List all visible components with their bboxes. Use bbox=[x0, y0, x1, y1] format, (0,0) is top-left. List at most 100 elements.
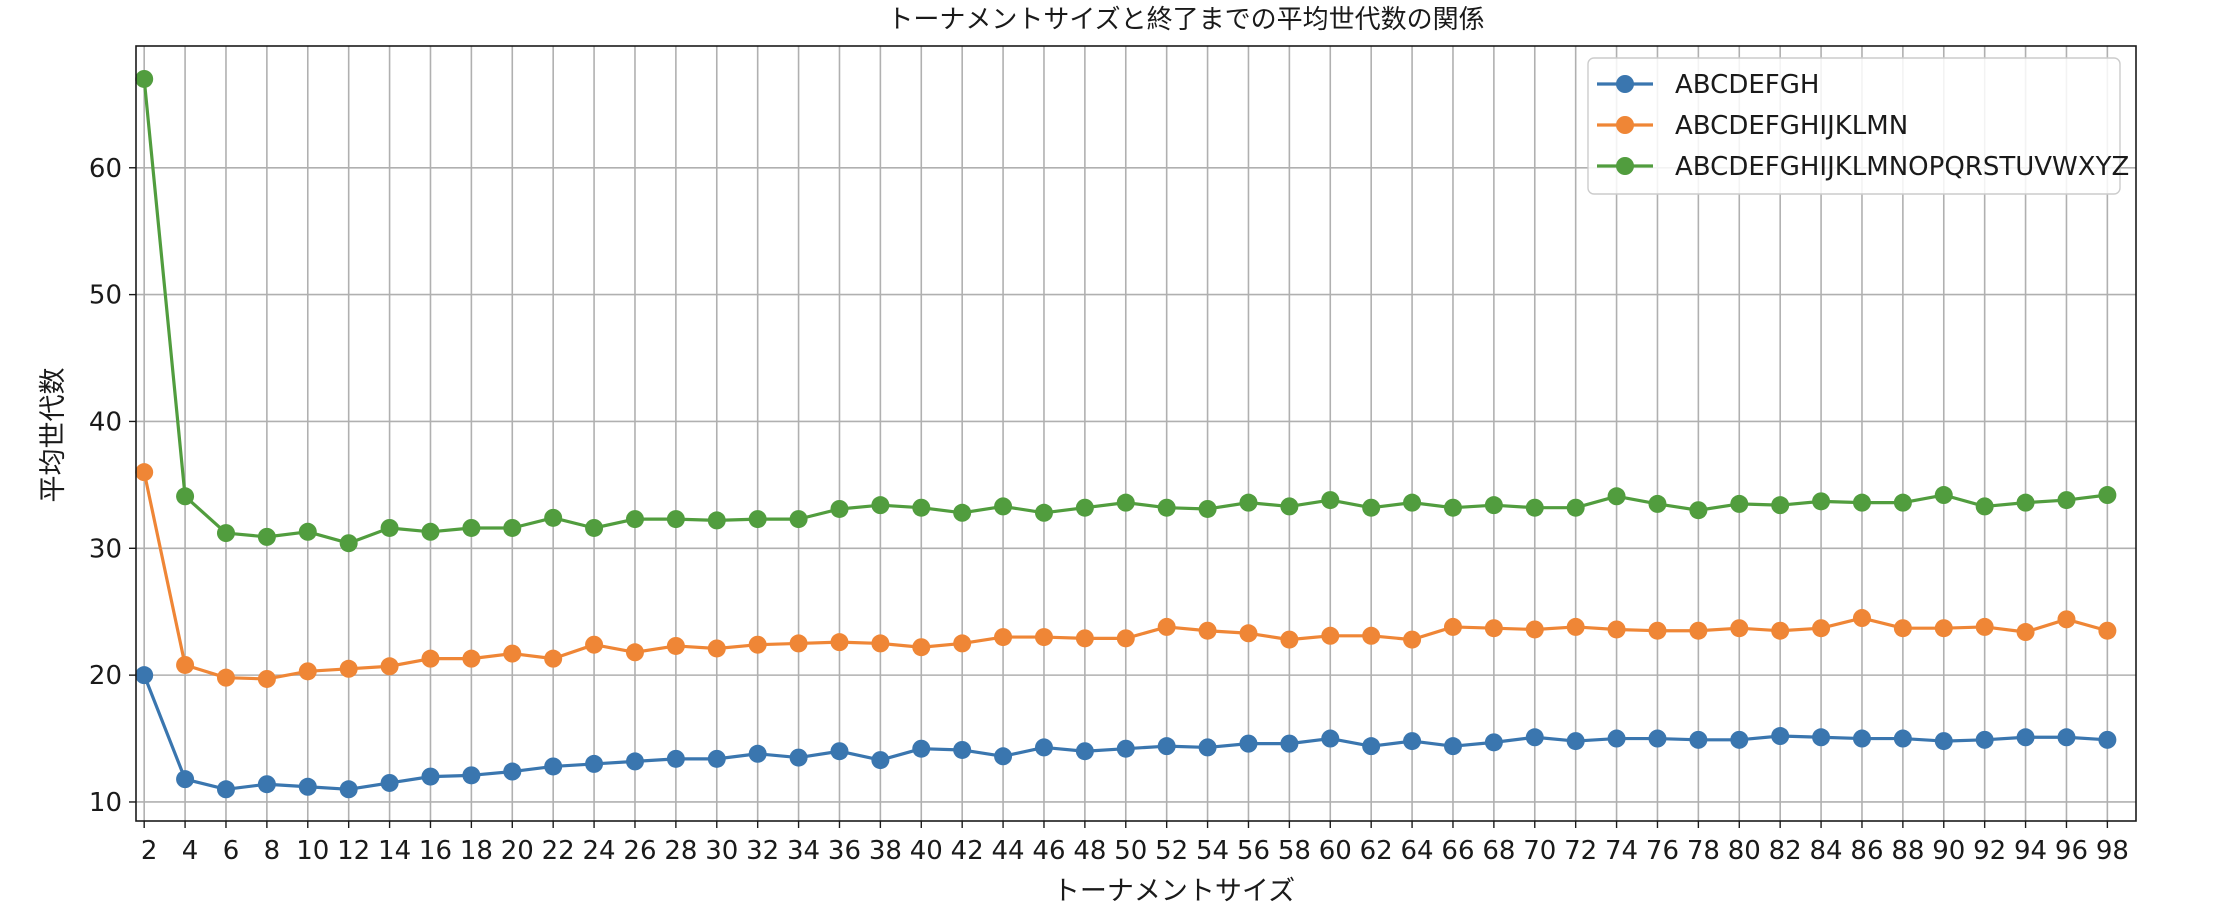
data-point bbox=[1566, 498, 1585, 517]
x-tick-label: 88 bbox=[1891, 836, 1924, 866]
data-point bbox=[1198, 621, 1217, 640]
data-point bbox=[1812, 619, 1831, 638]
data-point bbox=[625, 510, 644, 529]
data-point bbox=[1852, 493, 1871, 512]
x-tick-label: 12 bbox=[337, 836, 370, 866]
data-point bbox=[585, 518, 604, 537]
data-point bbox=[298, 777, 317, 796]
x-tick-label: 68 bbox=[1482, 836, 1515, 866]
x-tick-label: 66 bbox=[1441, 836, 1474, 866]
series-group bbox=[135, 69, 2117, 799]
data-point bbox=[216, 668, 235, 687]
legend: ABCDEFGH ABCDEFGHIJKLMN ABCDEFGHIJKLMNOPQR… bbox=[1587, 57, 2129, 195]
y-axis-label: 平均世代数 bbox=[38, 368, 69, 503]
data-point bbox=[1484, 496, 1503, 515]
data-point bbox=[1648, 621, 1667, 640]
data-point bbox=[2057, 491, 2076, 510]
data-point bbox=[339, 534, 358, 553]
data-point bbox=[2016, 728, 2035, 747]
data-point bbox=[666, 510, 685, 529]
data-point bbox=[216, 524, 235, 543]
data-point bbox=[298, 522, 317, 541]
data-point bbox=[871, 751, 890, 770]
chart-title: トーナメントサイズと終了までの平均世代数の関係 bbox=[887, 5, 1484, 35]
data-point bbox=[2098, 486, 2117, 505]
data-point bbox=[1239, 624, 1258, 643]
data-point bbox=[2098, 621, 2117, 640]
data-point bbox=[1689, 501, 1708, 520]
data-point bbox=[789, 510, 808, 529]
data-point bbox=[544, 508, 563, 527]
data-point bbox=[1975, 730, 1994, 749]
data-point bbox=[1566, 732, 1585, 751]
data-point bbox=[1321, 491, 1340, 510]
data-point bbox=[2098, 730, 2117, 749]
x-tick-label: 32 bbox=[746, 836, 779, 866]
x-tick-label: 96 bbox=[2055, 836, 2088, 866]
data-point bbox=[176, 655, 195, 674]
data-point bbox=[1852, 729, 1871, 748]
x-tick-label: 46 bbox=[1032, 836, 1065, 866]
x-axis-label: トーナメントサイズ bbox=[1053, 876, 1295, 907]
data-point bbox=[1034, 628, 1053, 647]
data-point bbox=[1484, 619, 1503, 638]
x-tick-label: 4 bbox=[182, 836, 199, 866]
data-point bbox=[666, 749, 685, 768]
x-tick-label: 58 bbox=[1278, 836, 1311, 866]
data-point bbox=[1034, 503, 1053, 522]
data-point bbox=[1648, 494, 1667, 513]
data-point bbox=[257, 775, 276, 794]
x-tick-label: 2 bbox=[141, 836, 158, 866]
y-tick-label: 10 bbox=[89, 788, 122, 818]
data-point bbox=[257, 527, 276, 546]
data-point bbox=[666, 636, 685, 655]
y-tick-label: 60 bbox=[89, 154, 122, 184]
x-tick-label: 54 bbox=[1196, 836, 1229, 866]
data-point bbox=[1075, 498, 1094, 517]
data-point bbox=[1321, 626, 1340, 645]
data-point bbox=[1157, 617, 1176, 636]
data-point bbox=[1157, 498, 1176, 517]
data-point bbox=[1812, 728, 1831, 747]
x-tick-label: 78 bbox=[1687, 836, 1720, 866]
data-point bbox=[1484, 733, 1503, 752]
grid-lines bbox=[136, 46, 2136, 821]
data-point bbox=[1321, 729, 1340, 748]
x-tick-label: 42 bbox=[951, 836, 984, 866]
data-point bbox=[707, 749, 726, 768]
y-tick-label: 30 bbox=[89, 534, 122, 564]
data-point bbox=[1280, 734, 1299, 753]
data-point bbox=[380, 657, 399, 676]
data-point bbox=[1443, 617, 1462, 636]
data-point bbox=[748, 744, 767, 763]
data-point bbox=[707, 639, 726, 658]
data-point bbox=[1852, 609, 1871, 628]
axis-ticks: 2 4 6 8 10 12 14 16 18 20 22 24 26 28 30 32 34 36 38 40 42 44… bbox=[89, 154, 2129, 866]
data-point bbox=[912, 498, 931, 517]
data-point bbox=[1362, 626, 1381, 645]
series-3 bbox=[135, 69, 2117, 553]
legend-marker bbox=[1616, 116, 1634, 134]
x-tick-label: 10 bbox=[296, 836, 329, 866]
data-point bbox=[1689, 621, 1708, 640]
data-point bbox=[1893, 729, 1912, 748]
data-point bbox=[1525, 728, 1544, 747]
x-tick-label: 74 bbox=[1605, 836, 1638, 866]
data-point bbox=[1607, 620, 1626, 639]
x-tick-label: 24 bbox=[583, 836, 616, 866]
data-point bbox=[994, 628, 1013, 647]
series-2 bbox=[135, 463, 2117, 688]
data-point bbox=[1157, 737, 1176, 756]
data-point bbox=[748, 510, 767, 529]
data-point bbox=[544, 649, 563, 668]
x-tick-label: 18 bbox=[460, 836, 493, 866]
data-point bbox=[830, 742, 849, 761]
y-tick-label: 20 bbox=[89, 661, 122, 691]
data-point bbox=[135, 666, 154, 685]
data-point bbox=[1812, 492, 1831, 511]
data-point bbox=[339, 780, 358, 799]
legend-marker bbox=[1616, 157, 1634, 175]
x-tick-label: 94 bbox=[2014, 836, 2047, 866]
